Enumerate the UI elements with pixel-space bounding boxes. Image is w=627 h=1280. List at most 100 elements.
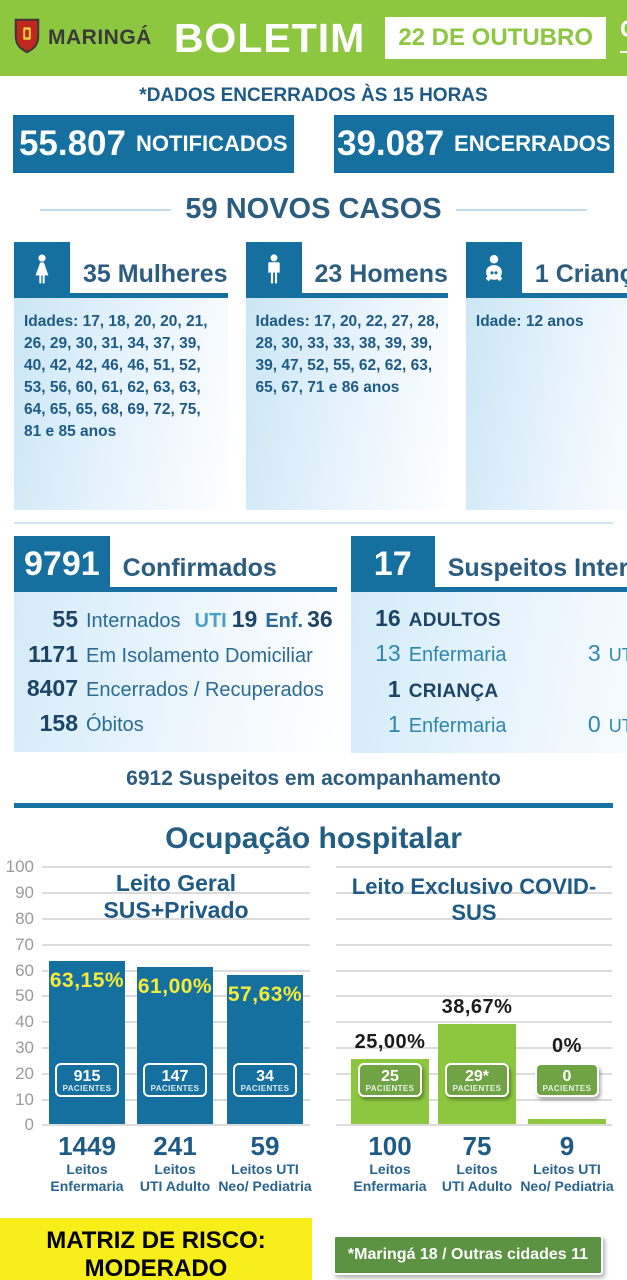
- hospital-occupancy-chart: 100 90 80 70 60 50 40 30 20 10 0 Leito Geral SUS+Pr…: [0, 857, 627, 1208]
- y-tick-label: 30: [15, 1037, 34, 1057]
- y-tick-label: 50: [15, 986, 34, 1006]
- city-name: MARINGÁ: [48, 26, 152, 49]
- bar: [227, 975, 303, 1125]
- bar: [528, 1119, 606, 1125]
- chart-group-title: Leito Geral SUS+Privado: [103, 870, 249, 924]
- deaths-row: 158 Óbitos: [14, 706, 333, 741]
- bar: [49, 961, 125, 1125]
- suspects-title: Suspeitos Internados: [447, 554, 627, 582]
- card-underline: [521, 293, 627, 298]
- closed-label: ENCERRADOS: [454, 131, 611, 156]
- patients-unit-label: PACIENTES: [365, 1084, 415, 1094]
- gridline: [336, 943, 612, 946]
- header-bar: MARINGÁ BOLETIM 22 DE OUTUBRO CORONAVÍRU…: [0, 0, 627, 76]
- child-card-title: 1 Criança: [534, 260, 627, 288]
- deaths-label: Óbitos: [86, 713, 144, 736]
- data-closing-note: *DADOS ENCERRADOS ÀS 15 HORAS: [139, 85, 488, 106]
- beds-label-line: Leitos UTI: [533, 1160, 601, 1177]
- chart-title: Ocupação hospitalar: [165, 822, 462, 856]
- beds-label-line: Leitos UTI: [231, 1160, 299, 1177]
- maringa-logo: MARINGÁ: [12, 17, 152, 60]
- recovered-label: Encerrados / Recuperados: [86, 679, 324, 701]
- beds-label-line: Leitos: [154, 1160, 196, 1177]
- gridline: [42, 866, 310, 869]
- beds-label-line: Leitos: [369, 1160, 411, 1177]
- bar-xlabel: 1449 Leitos Enfermaria: [22, 1132, 152, 1194]
- beds-count: 1449: [58, 1131, 116, 1162]
- cases-cards-row: 35 Mulheres Idades: 17, 18, 20, 20, 21, …: [0, 242, 627, 510]
- beds-label-line: Neo/ Pediatria: [520, 1177, 614, 1194]
- coronavirus-brand: CORONAVÍRUS (COVID-19): [620, 17, 627, 59]
- gridline: [336, 969, 612, 972]
- brand-divider: [620, 50, 627, 53]
- patients-unit-label: PACIENTES: [62, 1084, 112, 1094]
- interned-row: 55 Internados UTI 19 Enf. 36: [14, 602, 333, 637]
- heading-line-left: [40, 208, 172, 211]
- bar-xlabel: 75 Leitos UTI Adulto: [412, 1132, 542, 1194]
- adults-enf-label: Enfermaria: [408, 644, 507, 667]
- women-card: 35 Mulheres Idades: 17, 18, 20, 20, 21, …: [14, 242, 228, 510]
- man-icon: [245, 242, 302, 298]
- gridline: [42, 943, 310, 946]
- bar: [137, 967, 213, 1125]
- beds-label-line: Leitos: [66, 1160, 108, 1177]
- gridline: [336, 1124, 612, 1127]
- confirmed-value: 9791: [14, 536, 110, 592]
- y-tick-label: 100: [5, 857, 34, 877]
- suspects-body: 16 ADULTOS 13 Enfermaria 3 UTI 1 CRIANÇA…: [350, 592, 627, 754]
- patients-count: 29*: [464, 1068, 490, 1086]
- enf-label: Enf.: [265, 610, 304, 632]
- y-tick-label: 20: [15, 1063, 34, 1083]
- child-enf-label: Enfermaria: [408, 715, 507, 738]
- cities-note-badge: *Maringá 18 / Outras cidades 11: [332, 1235, 603, 1276]
- gridline: [336, 917, 612, 920]
- beds-label-line: Neo/ Pediatria: [218, 1177, 312, 1194]
- maringa-crest-icon: [12, 17, 42, 60]
- confirmed-section: 9791 Confirmados 55 Internados UTI 19 En…: [14, 536, 337, 753]
- gridline: [336, 892, 612, 895]
- patients-badge: 29* PACIENTES: [445, 1063, 509, 1098]
- women-ages: Idades: 17, 18, 20, 20, 21, 26, 29, 30, …: [14, 298, 228, 510]
- patients-unit-label: PACIENTES: [452, 1084, 502, 1094]
- isolation-row: 1171 Em Isolamento Domiciliar: [14, 637, 333, 672]
- coronavirus-label: CORONAVÍRUS: [620, 17, 627, 42]
- risk-matrix-badge: MATRIZ DE RISCO: MODERADO: [0, 1218, 312, 1280]
- enf-num: 36: [307, 606, 333, 632]
- women-card-title: 35 Mulheres: [83, 260, 228, 288]
- patients-count: 0: [562, 1068, 572, 1086]
- confirmed-title: Confirmados: [122, 554, 277, 582]
- patients-badge: 25 PACIENTES: [358, 1063, 422, 1098]
- patients-unit-label: PACIENTES: [240, 1084, 290, 1094]
- gridline: [42, 917, 310, 920]
- patients-count: 147: [161, 1068, 189, 1086]
- totals-row: 55.807 NOTIFICADOS 39.087 ENCERRADOS: [0, 115, 627, 173]
- beds-label-line: Leitos: [456, 1160, 498, 1177]
- bar-xlabel: 241 Leitos UTI Adulto: [110, 1132, 240, 1194]
- bar-xlabel: 59 Leitos UTI Neo/ Pediatria: [200, 1132, 330, 1194]
- y-tick-label: 70: [15, 934, 34, 954]
- adults-label: ADULTOS: [408, 610, 501, 631]
- y-tick-label: 10: [15, 1089, 34, 1109]
- patients-badge: 34 PACIENTES: [233, 1063, 297, 1098]
- monitoring-text: 6912 Suspeitos em acompanhamento: [126, 767, 501, 791]
- section-underline: [109, 587, 337, 592]
- adults-uti-label: UTI: [608, 645, 627, 666]
- child-age: Idade: 12 anos: [465, 298, 627, 510]
- child-enf-num: 1: [387, 711, 401, 738]
- baby-icon: [465, 242, 522, 298]
- isolation-num: 1171: [28, 640, 78, 667]
- bar-xlabel: 100 Leitos Enfermaria: [325, 1132, 455, 1194]
- isolation-label: Em Isolamento Domiciliar: [86, 644, 313, 667]
- bar-pct-label: 61,00%: [137, 975, 213, 999]
- bulletin-date: 22 DE OUTUBRO: [385, 17, 607, 59]
- bar-pct-label: 38,67%: [441, 996, 513, 1019]
- y-tick-label: 80: [15, 908, 34, 928]
- woman-icon: [14, 242, 70, 298]
- gridline: [336, 866, 612, 869]
- patients-unit-label: PACIENTES: [150, 1084, 200, 1094]
- men-ages: Idades: 17, 20, 22, 27, 28, 28, 30, 33, …: [245, 298, 448, 510]
- y-tick-label: 90: [15, 883, 34, 903]
- gridline: [42, 1124, 310, 1127]
- beds-count: 241: [153, 1131, 197, 1162]
- notified-value: 55.807: [18, 124, 126, 163]
